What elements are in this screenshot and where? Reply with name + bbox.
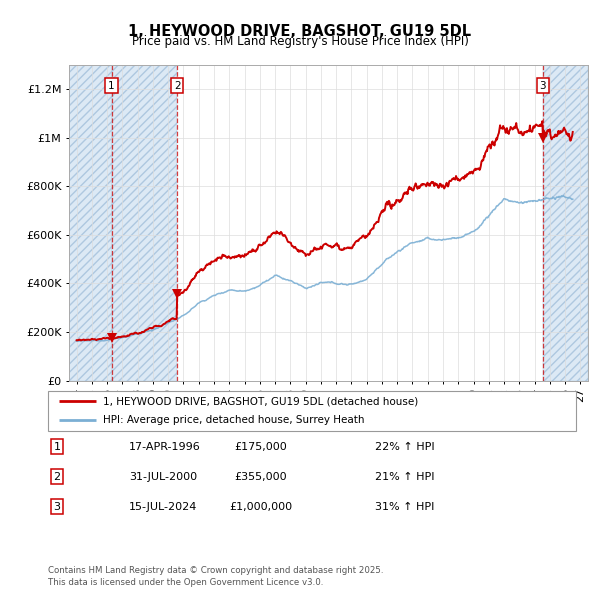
Text: 2: 2 <box>174 81 181 90</box>
Text: 22% ↑ HPI: 22% ↑ HPI <box>375 442 434 451</box>
Text: 31-JUL-2000: 31-JUL-2000 <box>129 472 197 481</box>
Bar <box>543 65 588 381</box>
Text: 21% ↑ HPI: 21% ↑ HPI <box>375 472 434 481</box>
Text: 2: 2 <box>53 472 61 481</box>
Bar <box>112 65 177 381</box>
Bar <box>69 65 112 381</box>
Text: 3: 3 <box>539 81 546 90</box>
Text: 3: 3 <box>53 502 61 512</box>
Text: Contains HM Land Registry data © Crown copyright and database right 2025.
This d: Contains HM Land Registry data © Crown c… <box>48 566 383 587</box>
Text: 15-JUL-2024: 15-JUL-2024 <box>129 502 197 512</box>
Text: 1: 1 <box>53 442 61 451</box>
Text: 1: 1 <box>108 81 115 90</box>
Text: 1, HEYWOOD DRIVE, BAGSHOT, GU19 5DL: 1, HEYWOOD DRIVE, BAGSHOT, GU19 5DL <box>128 24 472 38</box>
Text: 31% ↑ HPI: 31% ↑ HPI <box>375 502 434 512</box>
Text: 17-APR-1996: 17-APR-1996 <box>129 442 201 451</box>
Text: £175,000: £175,000 <box>235 442 287 451</box>
Text: £1,000,000: £1,000,000 <box>229 502 293 512</box>
Text: £355,000: £355,000 <box>235 472 287 481</box>
Text: 1, HEYWOOD DRIVE, BAGSHOT, GU19 5DL (detached house): 1, HEYWOOD DRIVE, BAGSHOT, GU19 5DL (det… <box>103 396 419 406</box>
Text: Price paid vs. HM Land Registry's House Price Index (HPI): Price paid vs. HM Land Registry's House … <box>131 35 469 48</box>
Text: HPI: Average price, detached house, Surrey Heath: HPI: Average price, detached house, Surr… <box>103 415 365 425</box>
